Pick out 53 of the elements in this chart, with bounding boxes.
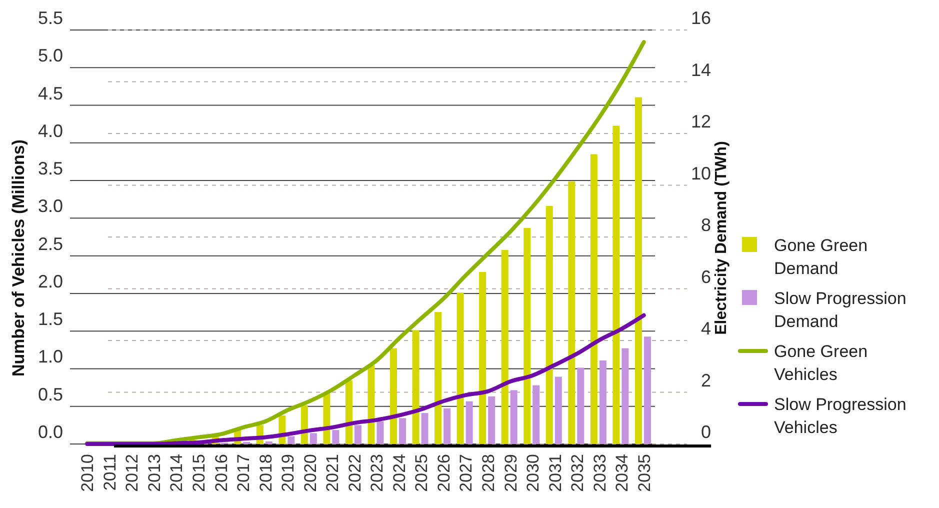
x-tick-label: 2024: [390, 454, 409, 492]
y2-tick-label: 6: [700, 266, 711, 287]
x-tick-label: 2033: [590, 454, 610, 492]
x-tick-label: 2035: [634, 454, 654, 492]
y-tick-label: 0.5: [38, 384, 64, 404]
x-tick-label: 2012: [122, 454, 142, 492]
x-tick-label: 2028: [478, 454, 498, 492]
y2-tick-label: 4: [700, 318, 711, 338]
y2-tick-label: 12: [690, 112, 711, 132]
x-tick-label: 2022: [345, 454, 364, 492]
x-tick-label: 2014: [167, 454, 186, 492]
y2-axis-title: Electricity Demand (TWh): [712, 141, 730, 335]
y2-tick-label: 14: [690, 60, 711, 80]
x-tick-label: 2018: [256, 454, 276, 492]
x-tick-label: 2032: [568, 454, 588, 492]
x-tick-label: 2011: [100, 454, 120, 491]
x-tick-label: 2017: [234, 454, 254, 492]
y2-tick-label: 2: [700, 370, 711, 390]
legend-label: Slow Progression Demand: [774, 289, 906, 331]
legend-label: Slow Progression Vehicles: [774, 395, 906, 437]
y-tick-label: 1.5: [38, 309, 64, 330]
y-tick-label: 2.5: [38, 234, 64, 254]
x-tick-label: 2010: [78, 454, 98, 492]
y2-tick-label: 10: [690, 163, 711, 184]
x-tick-label: 2027: [456, 454, 476, 492]
x-tick-label: 2025: [412, 454, 432, 492]
legend-label: Gone Green Demand: [774, 236, 868, 278]
y2-tick-label: 0: [700, 422, 711, 442]
x-tick-label: 2015: [189, 454, 208, 492]
y-tick-label: 5.5: [38, 8, 64, 28]
x-tick-label: 2031: [546, 454, 565, 492]
x-tick-label: 2034: [612, 454, 632, 492]
x-tick-label: 2030: [524, 454, 543, 492]
y-tick-label: 2.0: [38, 271, 64, 292]
x-tick-label: 2016: [212, 454, 231, 492]
x-tick-label: 2023: [368, 454, 387, 492]
y-tick-label: 4.0: [38, 120, 64, 141]
x-tick-label: 2029: [501, 454, 520, 492]
y-tick-label: 3.0: [38, 196, 64, 216]
x-tick-label: 2019: [278, 454, 298, 492]
y-tick-label: 0.0: [38, 422, 64, 442]
y-tick-label: 1.0: [38, 346, 64, 367]
x-tick-label: 2013: [144, 454, 164, 492]
y-tick-label: 4.5: [38, 83, 64, 104]
y2-tick-label: 8: [700, 215, 711, 235]
x-tick-label: 2020: [300, 454, 320, 492]
legend-label: Gone Green Vehicles: [774, 342, 868, 384]
y-tick-label: 3.5: [38, 158, 64, 179]
y-axis-title: Number of Vehicles (Millions): [9, 139, 28, 377]
x-tick-label: 2026: [434, 454, 454, 492]
x-tick-label: 2021: [323, 454, 342, 492]
y2-tick-label: 16: [690, 8, 711, 28]
y-tick-label: 5.0: [38, 46, 64, 66]
